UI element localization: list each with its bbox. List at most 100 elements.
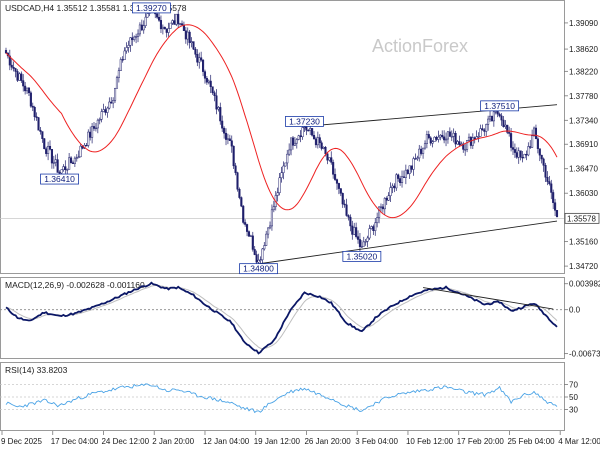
candle-body	[307, 129, 310, 132]
candle-body	[349, 216, 352, 227]
candle-body	[439, 134, 442, 138]
candle-body	[188, 31, 191, 43]
rsi-tick-label: 70	[569, 381, 578, 390]
candle-body	[320, 142, 323, 149]
candle-body	[508, 132, 511, 134]
candle-body	[171, 20, 174, 24]
candle-body	[202, 59, 205, 72]
candle-body	[91, 126, 94, 138]
candle-body	[393, 185, 396, 189]
candle-body	[211, 86, 214, 93]
candle-body	[276, 192, 279, 196]
price-tick-label: 1.38220	[569, 67, 598, 76]
price-tick-label: 1.37780	[569, 92, 598, 101]
candle-body	[422, 147, 425, 154]
candle-body	[312, 135, 316, 140]
price-tick-label: 1.36030	[569, 189, 598, 198]
price-label-box	[342, 251, 382, 262]
rsi-tick-label: 30	[569, 405, 578, 414]
candle-body	[12, 66, 15, 69]
candle-body	[305, 126, 308, 131]
candle-body	[540, 154, 543, 160]
time-tick-label: 19 Jan 12:00	[254, 437, 301, 446]
candle-body	[25, 87, 29, 92]
candle-body	[293, 142, 296, 146]
candle-body	[190, 41, 193, 43]
candle-body	[485, 124, 488, 132]
candle-body	[291, 137, 295, 146]
candle-body	[515, 152, 518, 158]
candle-body	[246, 224, 249, 232]
candle-body	[10, 64, 13, 68]
candle-body	[253, 249, 256, 255]
candle-body	[433, 136, 436, 142]
candle-body	[18, 73, 21, 81]
candle-body	[175, 13, 178, 25]
candle-body	[43, 138, 46, 150]
candle-body	[536, 138, 539, 149]
candle-body	[554, 202, 557, 211]
price-label-text: 1.37510	[484, 101, 515, 111]
candle-body	[454, 132, 457, 145]
time-tick-label: 2 Jan 20:00	[152, 437, 194, 446]
candle-body	[523, 154, 526, 159]
price-label-text: 1.34800	[243, 264, 274, 274]
candle-body	[16, 71, 19, 81]
candle-body	[381, 206, 384, 210]
candle-body	[167, 28, 170, 33]
candle-body	[92, 126, 96, 129]
rsi-line	[5, 383, 558, 414]
candle-body	[136, 33, 140, 37]
candle-body	[66, 169, 69, 171]
candle-body	[410, 165, 413, 170]
candle-body	[278, 177, 281, 193]
candle-body	[309, 128, 312, 131]
candle-body	[282, 165, 285, 173]
candle-body	[54, 159, 57, 163]
candle-body	[47, 145, 50, 154]
candle-body	[77, 156, 80, 158]
candle-body	[123, 50, 126, 61]
candle-body	[14, 68, 17, 72]
price-label-box	[480, 100, 520, 112]
candle-body	[284, 162, 287, 167]
candle-body	[8, 55, 11, 66]
candle-body	[427, 134, 430, 139]
price-tick-label: 1.38620	[569, 45, 598, 54]
rsi-axis: 70 50 30	[564, 381, 578, 414]
candle-body	[519, 150, 522, 158]
macd-panel	[0, 277, 565, 359]
candle-body	[173, 20, 176, 25]
candle-body	[406, 169, 409, 174]
candle-body	[232, 145, 235, 167]
candle-body	[24, 85, 27, 92]
candle-body	[481, 128, 484, 131]
candle-body	[194, 48, 197, 55]
candle-body	[33, 106, 36, 117]
candle-body	[555, 210, 559, 218]
candle-body	[75, 157, 78, 159]
time-axis: 9 Dec 2025 17 Dec 04:00 24 Dec 12:00 2 Jan …	[1, 431, 600, 446]
watermark: ActionForex	[372, 36, 468, 56]
macd-tick-label: 0.0	[569, 306, 581, 315]
candle-body	[297, 135, 300, 140]
candle-body	[538, 148, 541, 156]
candle-body	[247, 231, 251, 237]
current-price-tag	[564, 212, 600, 224]
candle-body	[125, 47, 128, 52]
candle-body	[4, 50, 8, 54]
guide-lines	[0, 217, 564, 410]
candle-body	[242, 205, 245, 223]
candle-body	[412, 158, 415, 170]
candle-body	[542, 158, 545, 166]
candle-body	[29, 92, 32, 107]
time-tick-label: 9 Dec 2025	[1, 437, 42, 446]
candle-body	[68, 157, 71, 170]
candle-body	[429, 137, 432, 144]
candle-body	[117, 70, 120, 78]
candle-body	[22, 80, 25, 87]
candle-body	[487, 118, 490, 125]
candle-body	[73, 157, 76, 164]
time-tick-label: 25 Feb 04:00	[507, 437, 555, 446]
candle-body	[85, 144, 88, 147]
